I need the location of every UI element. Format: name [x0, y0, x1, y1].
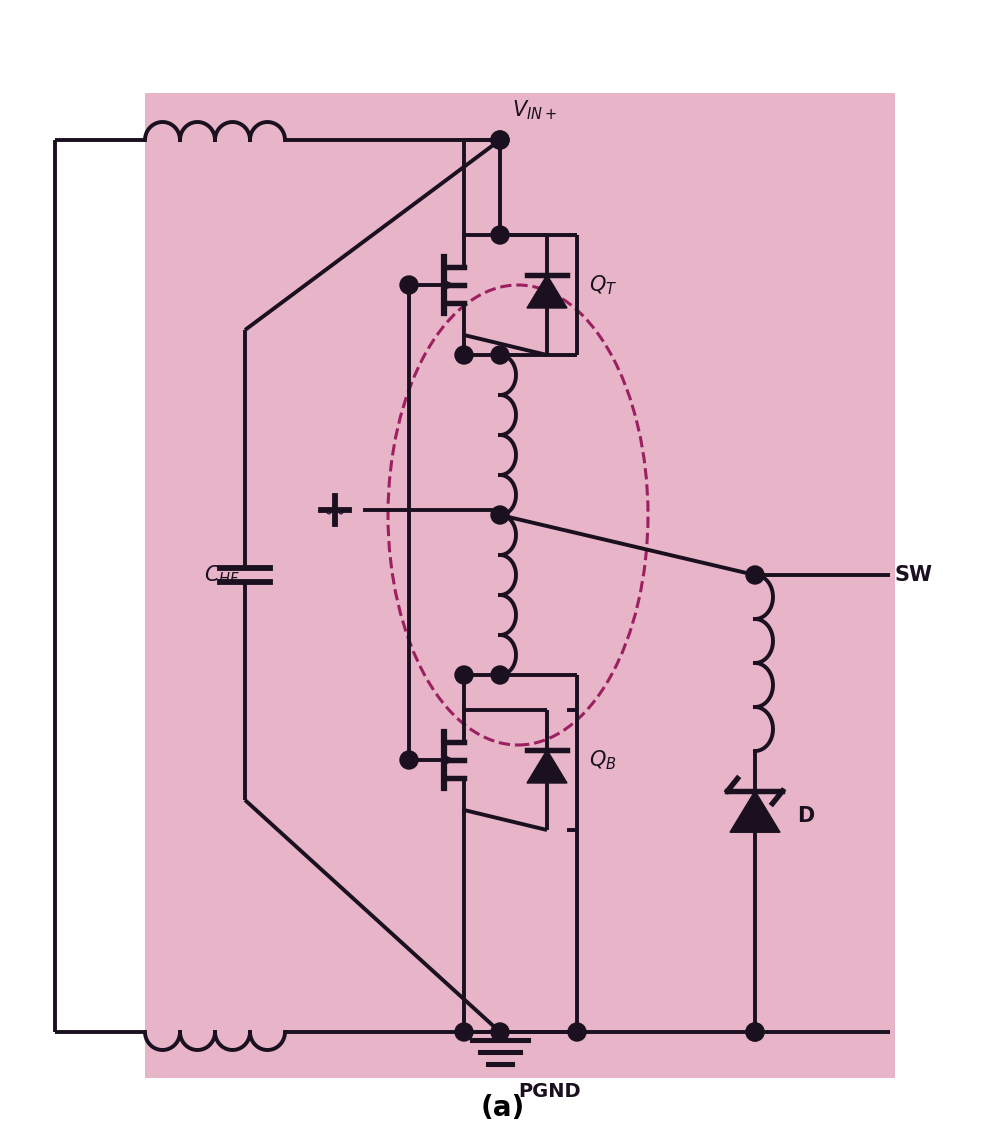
- Circle shape: [400, 276, 418, 294]
- Polygon shape: [527, 750, 567, 783]
- Circle shape: [568, 1023, 586, 1041]
- Circle shape: [491, 347, 509, 364]
- Bar: [145, 93, 895, 1078]
- Circle shape: [491, 131, 509, 149]
- Text: $Q_B$: $Q_B$: [589, 748, 617, 772]
- Circle shape: [746, 1023, 764, 1041]
- Circle shape: [491, 666, 509, 684]
- Circle shape: [491, 226, 509, 244]
- Circle shape: [455, 347, 473, 364]
- Text: $C_{HF}$: $C_{HF}$: [204, 563, 240, 587]
- Text: (a): (a): [481, 1094, 525, 1122]
- Circle shape: [491, 506, 509, 524]
- Circle shape: [400, 751, 418, 770]
- Polygon shape: [527, 275, 567, 308]
- Text: $Q_T$: $Q_T$: [589, 274, 618, 296]
- Text: $V_{IN+}$: $V_{IN+}$: [512, 98, 557, 122]
- Text: SW: SW: [895, 565, 933, 585]
- Circle shape: [455, 1023, 473, 1041]
- Text: PGND: PGND: [518, 1082, 580, 1101]
- Circle shape: [746, 565, 764, 584]
- Text: D: D: [797, 806, 814, 826]
- Polygon shape: [730, 791, 780, 832]
- Circle shape: [491, 1023, 509, 1041]
- Circle shape: [746, 1023, 764, 1041]
- Circle shape: [455, 666, 473, 684]
- Circle shape: [491, 131, 509, 149]
